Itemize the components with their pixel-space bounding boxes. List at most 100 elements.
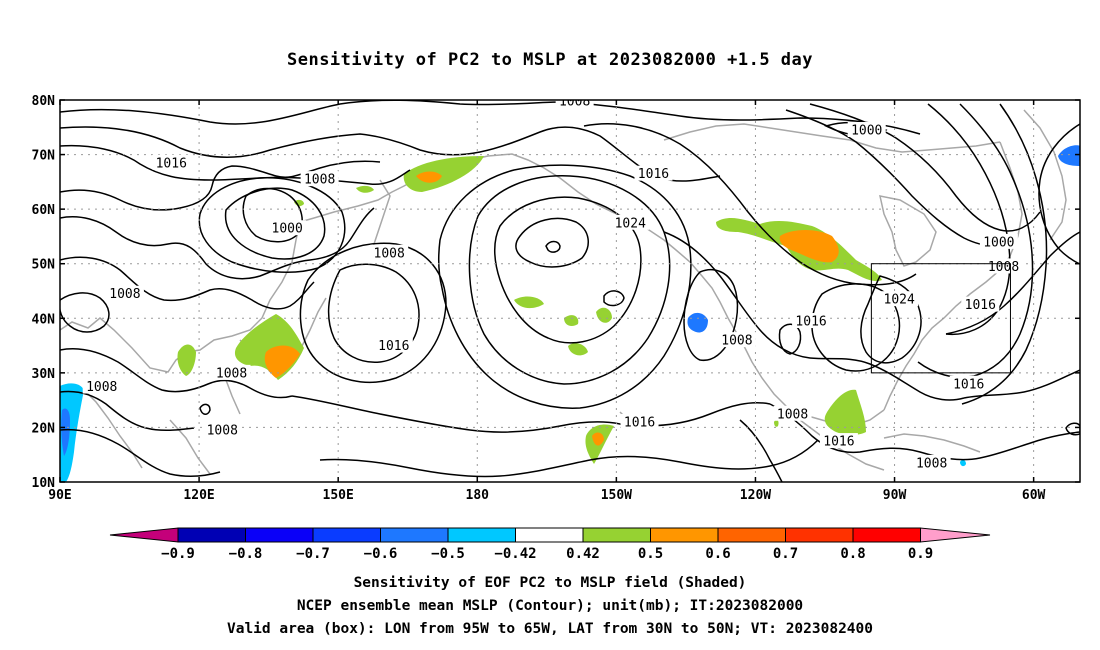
colorbar-swatch — [852, 527, 921, 543]
colorbar-label: −0.7 — [296, 546, 330, 562]
colorbar-swatch — [582, 527, 651, 543]
contour-label-bg — [152, 154, 191, 170]
shading-positive-core-tropical — [592, 432, 604, 446]
contour-label: 1008 — [559, 95, 590, 110]
contour-line — [583, 123, 917, 286]
contour-line — [60, 428, 221, 477]
contour-label-bg — [203, 422, 242, 438]
contour-label: 1016 — [156, 156, 187, 171]
contour-line — [769, 403, 1080, 461]
lat-tick-label: 40N — [32, 312, 56, 327]
lon-tick-label: 150E — [323, 488, 354, 503]
contour-label: 1008 — [721, 334, 752, 349]
contour-label: 1016 — [378, 339, 409, 354]
figure-title: Sensitivity of PC2 to MSLP at 2023082000… — [286, 50, 813, 70]
colorbar-label: 0.8 — [840, 546, 865, 562]
colorbar-label: 0.9 — [908, 546, 933, 562]
contour-label-bg — [82, 378, 121, 394]
contour-label-bg — [717, 332, 756, 348]
lat-tick-label: 50N — [32, 258, 56, 273]
contour-label-bg — [268, 220, 307, 236]
shading-positive-gulf — [824, 389, 866, 435]
shading-positive-small-1 — [356, 185, 374, 193]
caption-line-1: Sensitivity of EOF PC2 to MSLP field (Sh… — [353, 575, 747, 591]
contour-label-bg — [611, 214, 650, 230]
colorbar-label: −0.6 — [364, 546, 398, 562]
contour-line — [823, 121, 888, 137]
greenland-coast — [1023, 109, 1067, 241]
contour-label-bg — [949, 375, 988, 391]
contour-line — [515, 217, 589, 268]
contour-line — [299, 242, 447, 384]
caribbean-coast — [883, 433, 981, 453]
contour-label: 1008 — [777, 407, 808, 422]
contour-label-bg — [847, 122, 886, 138]
caption-line-3: Valid area (box): LON from 95W to 65W, L… — [226, 621, 873, 637]
contour-label: 1008 — [988, 260, 1019, 275]
contour-label: 1024 — [615, 216, 646, 231]
contour-line — [778, 323, 802, 355]
contour-line — [198, 177, 346, 273]
axis-labels: 90E 120E 150E 180 150W 120W 90W 60W 10N 20N 30N 40N… — [32, 94, 1046, 503]
contour-label: 1024 — [884, 293, 915, 308]
map-plot: 1008 1000 1016 1008 1016 1000 1024 1008 1008 1000… — [60, 95, 1080, 482]
contour-label: 1016 — [953, 377, 984, 392]
colorbar-label: 0.6 — [705, 546, 730, 562]
shading-negative-india — [60, 383, 84, 482]
contour-label-bg — [792, 313, 831, 329]
shading-positive-core-japan — [264, 345, 300, 378]
contour-line — [468, 175, 671, 385]
lat-tick-label: 70N — [32, 149, 56, 164]
contour-label-bg — [105, 285, 144, 301]
shading-positive-china — [177, 344, 196, 376]
contour-label: 1008 — [216, 366, 247, 381]
shading-positive-core-canada — [779, 230, 839, 263]
contour-line — [785, 109, 1011, 247]
contour-label: 1008 — [109, 287, 140, 302]
contour-line — [60, 292, 110, 333]
contour-label: 1016 — [965, 298, 996, 313]
contour-line — [739, 419, 783, 482]
shading-negative-west-coast — [687, 312, 708, 333]
colorbar-swatch — [245, 527, 314, 543]
contour-line — [60, 160, 381, 211]
colorbar-low-triangle — [109, 527, 179, 543]
contour-label: 1000 — [983, 235, 1014, 250]
arctic-coast — [663, 123, 1001, 153]
lon-tick-label: 90E — [48, 488, 71, 503]
contour-label: 1016 — [624, 415, 655, 430]
hudson-bay — [879, 195, 937, 267]
map-frame — [59, 99, 1081, 483]
lat-tick-label: 20N — [32, 421, 56, 436]
contour-labels: 1008 1000 1016 1008 1016 1000 1024 1008 1008 1000… — [82, 95, 1023, 471]
shading-positive-mexico — [774, 419, 779, 427]
contour-label: 1016 — [638, 167, 669, 182]
colorbar-label: 0.7 — [773, 546, 798, 562]
contour-line — [437, 164, 692, 409]
shading-positive-core-1 — [416, 171, 442, 183]
mslp-contours — [60, 100, 1080, 482]
contour-label-bg — [819, 433, 858, 449]
colorbar-label: 0.5 — [638, 546, 663, 562]
contour-line — [60, 144, 411, 185]
contour-line — [1065, 422, 1080, 436]
colorbar-swatch — [515, 527, 584, 543]
contour-line — [60, 256, 315, 310]
contour-line — [319, 439, 819, 478]
contour-line — [961, 103, 1048, 405]
contour-label-bg — [880, 291, 919, 307]
shading-positive-small-2 — [294, 199, 304, 207]
contour-label-bg — [773, 405, 812, 421]
colorbar-swatch — [785, 527, 854, 543]
contour-line — [224, 187, 326, 260]
contour-label: 1016 — [795, 315, 826, 330]
colorbar-high-triangle — [920, 527, 991, 543]
contour-line — [860, 275, 922, 364]
contour-label-bg — [374, 337, 413, 353]
contour-label-bg — [370, 244, 409, 260]
contour-line — [603, 290, 625, 307]
contour-line — [963, 369, 1080, 399]
colorbar-label: 0.42 — [566, 546, 600, 562]
contour-label: 1008 — [86, 380, 117, 395]
